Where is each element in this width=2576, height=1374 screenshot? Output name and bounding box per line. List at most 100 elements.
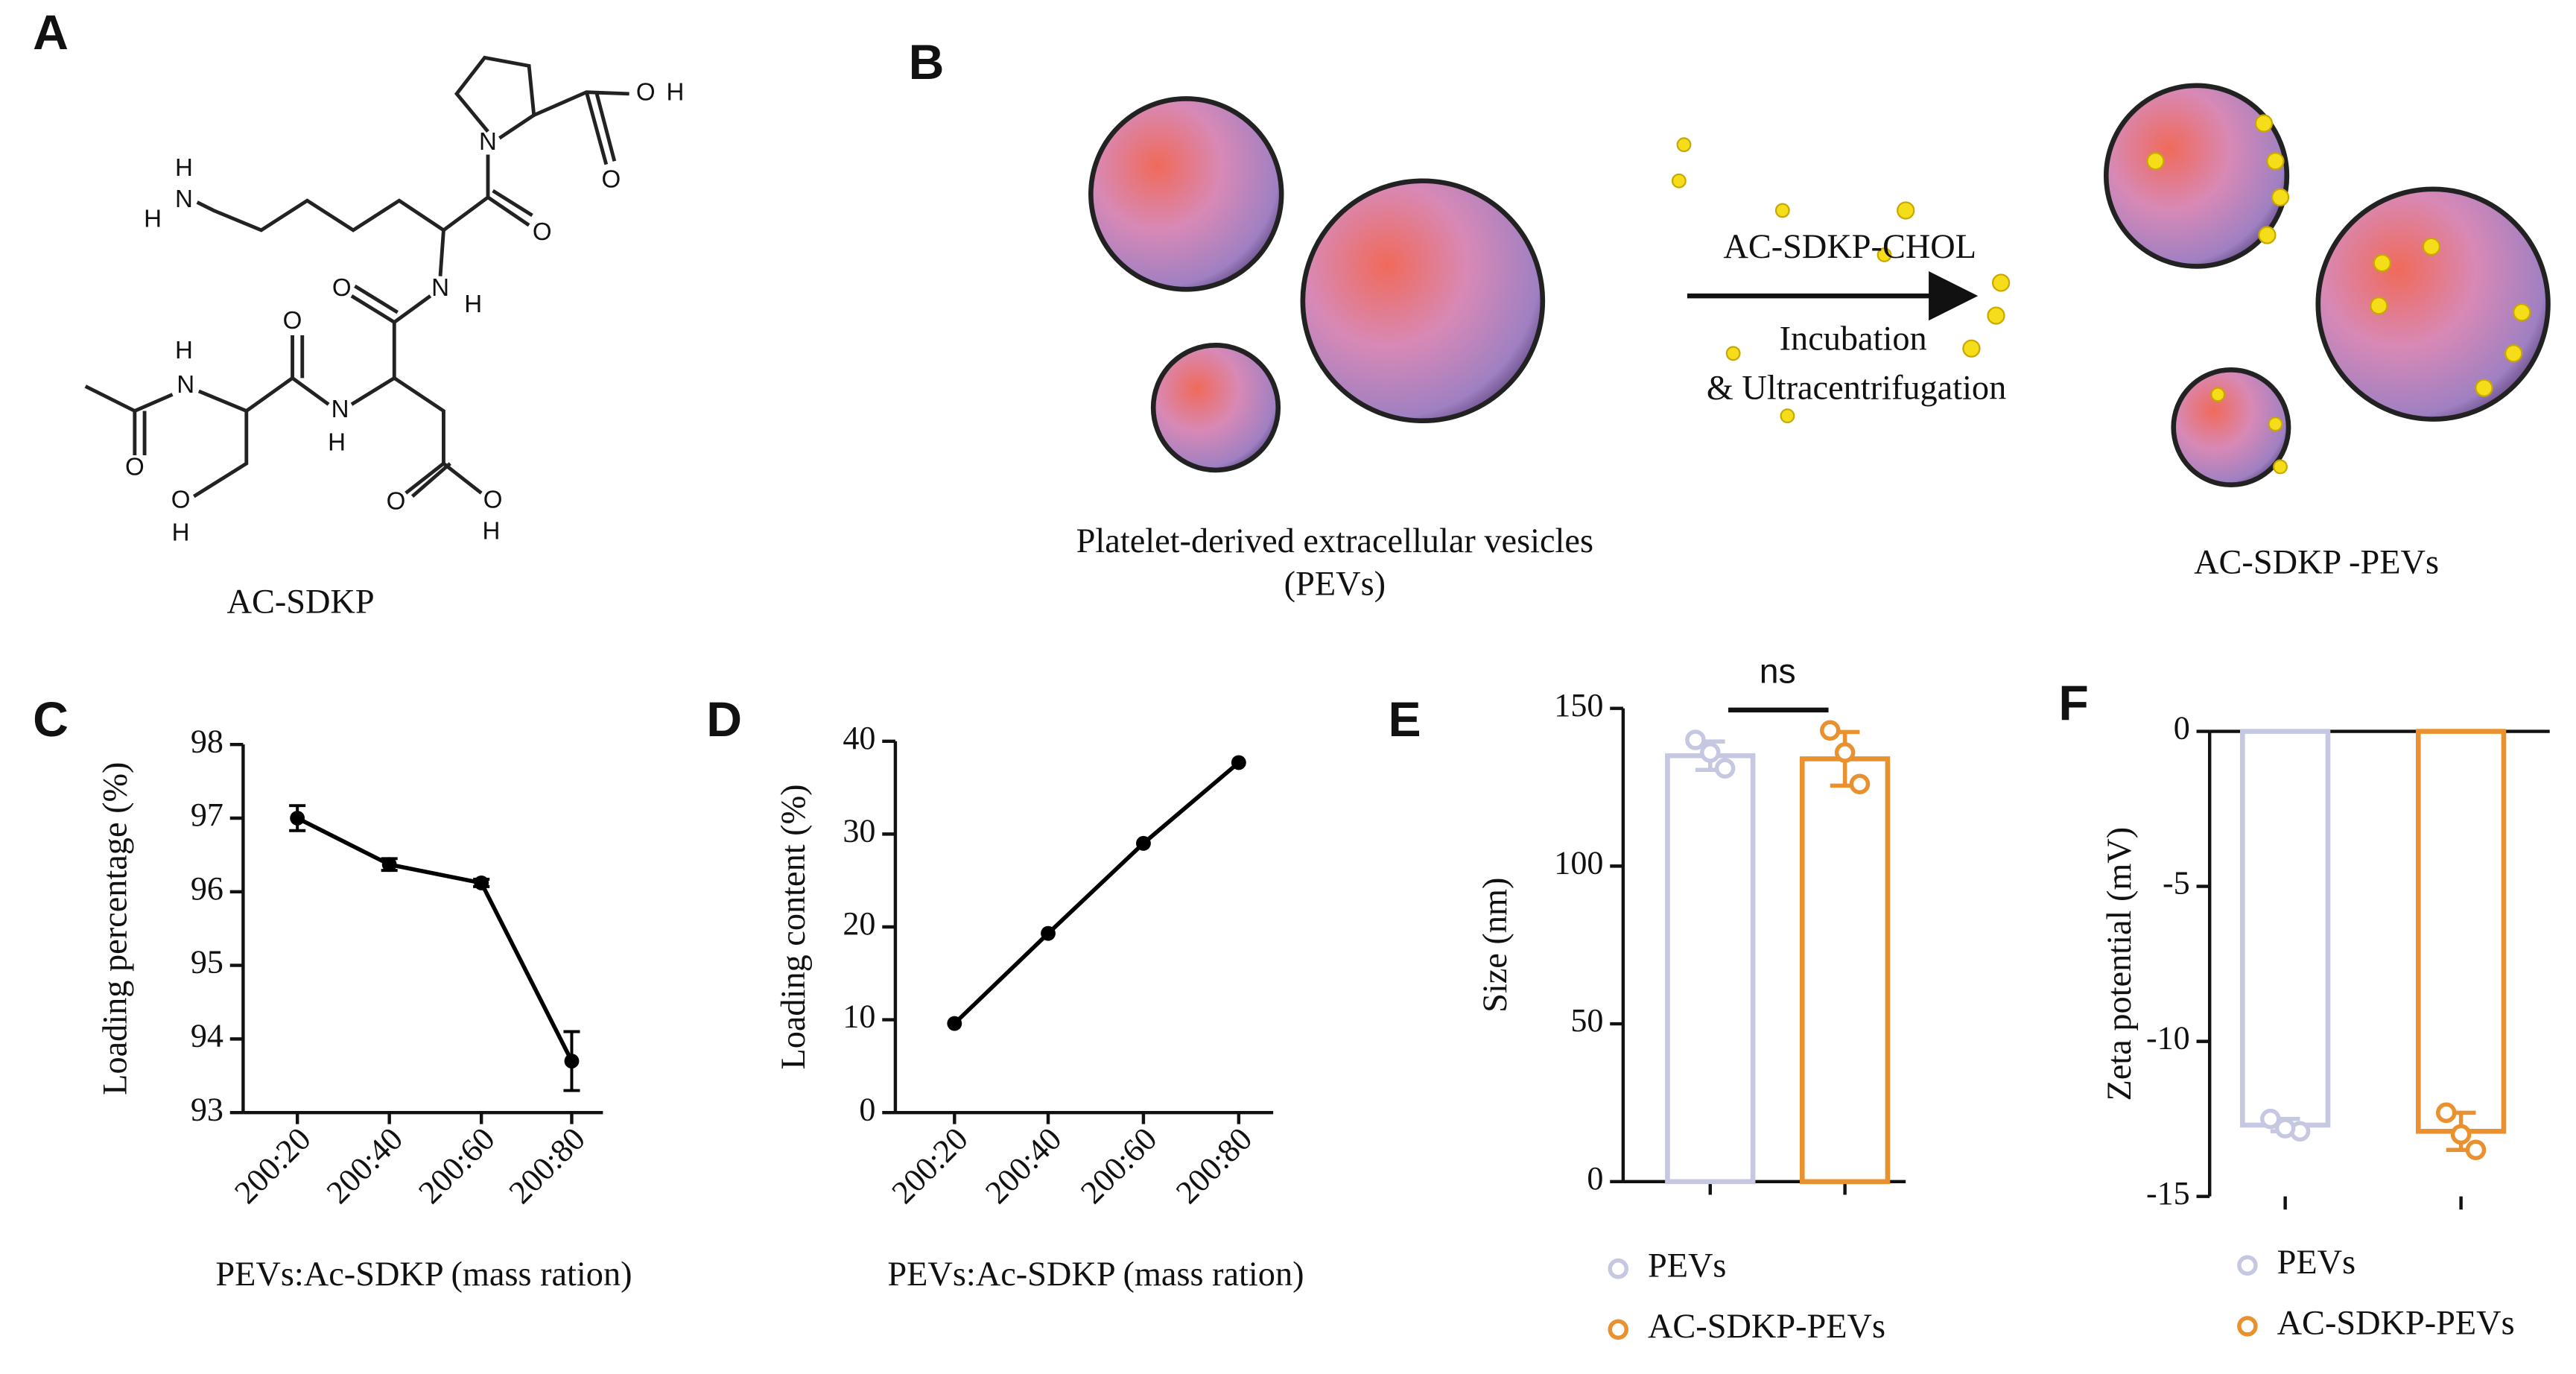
y-tick-label: -10: [2146, 1020, 2190, 1057]
panel-label: D: [706, 692, 742, 747]
y-tick-label: -15: [2146, 1175, 2190, 1212]
atom-label: O: [483, 487, 503, 514]
atom-label: H: [144, 205, 162, 232]
point: [290, 811, 305, 826]
point: [2465, 1139, 2487, 1161]
compound-name: AC-SDKP: [227, 583, 375, 621]
atom-label: H: [666, 79, 684, 107]
x-axis-label-box: PEVs:Ac-SDKP (mass ration): [215, 1253, 632, 1294]
y-tick-label: 10: [843, 998, 875, 1035]
y-tick-label: 93: [191, 1091, 223, 1127]
panel-label: C: [33, 692, 69, 747]
vesicles: [1088, 83, 2551, 488]
atom-label: N: [431, 274, 449, 302]
point: [1699, 742, 1721, 763]
point: [2260, 1108, 2281, 1130]
y-axis-label: Size (nm): [1476, 878, 1514, 1013]
point: [1819, 720, 1841, 741]
legend-label: AC-SDKP-PEVs: [1648, 1308, 1885, 1346]
point: [1685, 729, 1706, 750]
point: [1714, 758, 1736, 779]
point: [2450, 1124, 2472, 1145]
structure-bonds: [84, 55, 629, 498]
panel-label: B: [909, 35, 945, 90]
atom-label: H: [328, 428, 346, 456]
bar: [2415, 729, 2507, 1134]
line: [953, 761, 1240, 1025]
y-tick-label: 50: [1570, 1002, 1603, 1039]
atom-label: O: [171, 487, 191, 514]
atom-label: O: [533, 218, 552, 246]
y-tick-label: 94: [191, 1018, 223, 1054]
atom-label: O: [602, 165, 621, 193]
point: [1136, 835, 1151, 851]
x-tick-label: 200:20: [885, 1121, 975, 1211]
x-axis-label-box: PEVs:Ac-SDKP (mass ration): [887, 1253, 1304, 1294]
legend-label: PEVs: [2277, 1244, 2355, 1282]
input-label-box: Platelet-derived extracellular vesicles …: [1076, 521, 1594, 604]
x-axis-label: PEVs:Ac-SDKP (mass ration): [887, 1253, 1304, 1294]
x-tick-label: 200:80: [1169, 1121, 1259, 1211]
y-axis-label: Zeta potential (mV): [2101, 827, 2139, 1101]
input-label: Platelet-derived extracellular vesicles …: [1076, 521, 1594, 604]
y-tick-label: 98: [191, 723, 223, 759]
point: [2435, 1102, 2457, 1124]
atom-label: N: [331, 396, 349, 423]
atom-label: O: [332, 274, 352, 302]
point: [1231, 755, 1246, 770]
atom-label: N: [175, 186, 193, 213]
y-tick-label: 96: [191, 870, 223, 907]
x-tick-label: 200:60: [1073, 1121, 1164, 1211]
point: [474, 876, 489, 890]
y-tick-label: 150: [1554, 687, 1603, 724]
annotation: ns: [1760, 652, 1796, 691]
atom-label: H: [172, 519, 190, 547]
legend-marker: [2237, 1316, 2258, 1337]
y-axis-label: Loading percentage (%): [96, 762, 134, 1095]
y-tick-label: 0: [2174, 710, 2190, 747]
legend-marker: [2237, 1255, 2258, 1276]
legend-marker: [1608, 1319, 1629, 1340]
atom-label: H: [175, 154, 193, 182]
point: [947, 1016, 962, 1031]
x-tick-label: 200:20: [227, 1121, 317, 1211]
y-tick-label: 0: [1587, 1160, 1603, 1197]
y-tick-label: 40: [843, 720, 875, 756]
legend-marker: [1608, 1258, 1629, 1279]
y-axis-label: Loading content (%): [775, 784, 813, 1069]
reagent: AC-SDKP-CHOL: [1723, 228, 1976, 266]
bar: [2240, 729, 2331, 1128]
x-tick-label: 200:80: [502, 1121, 592, 1211]
y-tick-label: 100: [1554, 845, 1603, 881]
point: [381, 857, 397, 873]
y-tick-label: 30: [843, 813, 875, 849]
y-tick-label: 95: [191, 944, 223, 981]
output-label: AC-SDKP -PEVs: [2194, 543, 2439, 581]
point: [1834, 742, 1856, 763]
y-tick-label: 97: [191, 797, 223, 833]
point: [1041, 925, 1056, 941]
bar: [1799, 756, 1891, 1185]
atom-label: O: [387, 488, 406, 516]
x-tick-label: 200:60: [411, 1121, 501, 1211]
atom-label: N: [177, 371, 194, 399]
y-tick-label: 20: [843, 905, 875, 942]
panel-label: E: [1389, 692, 1421, 747]
x-axis-label: PEVs:Ac-SDKP (mass ration): [215, 1253, 632, 1294]
step: & Ultracentrifugation: [1707, 370, 2006, 408]
step: Incubation: [1780, 320, 1927, 358]
y-tick-label: -5: [2163, 865, 2190, 902]
atom-label: H: [175, 337, 193, 364]
legend-label: AC-SDKP-PEVs: [2277, 1305, 2515, 1343]
legend-label: PEVs: [1648, 1247, 1726, 1285]
atom-label: O: [125, 453, 145, 481]
atom-label: N: [479, 128, 497, 156]
line: [296, 816, 574, 1063]
panel-label: F: [2058, 676, 2088, 731]
atom-label: H: [482, 517, 500, 545]
atom-label: O: [636, 79, 656, 107]
atom-label: H: [464, 291, 482, 318]
